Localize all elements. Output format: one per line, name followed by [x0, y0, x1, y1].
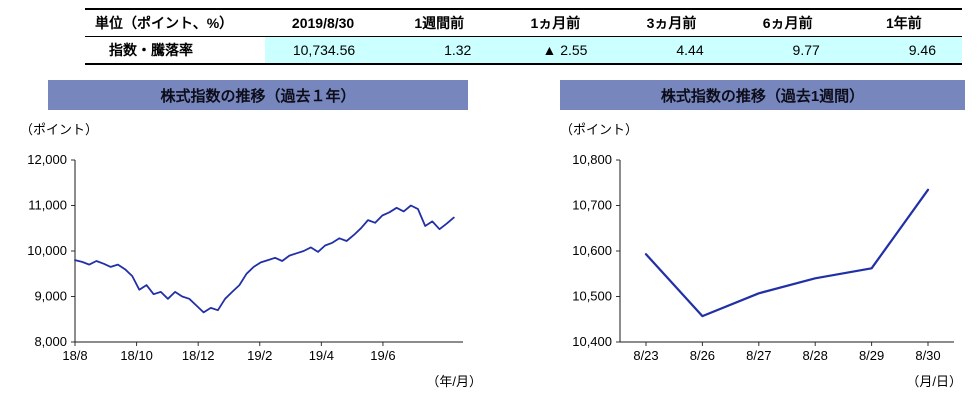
- y-tick-label: 10,600: [572, 243, 612, 258]
- table-header-6month: 6ヵ月前: [762, 15, 813, 31]
- x-tick-label: 19/2: [247, 348, 272, 363]
- x-axis-unit-label: （月/日）: [906, 374, 962, 389]
- y-tick-label: 10,800: [572, 152, 612, 167]
- table-header-1month: 1ヵ月前: [530, 15, 581, 31]
- y-tick-label: 10,400: [572, 334, 612, 349]
- line-chart-1year: （ポイント） 8,000 9,000 10,000 11,000 12,000 18/8 18…: [20, 122, 482, 389]
- chart-title-1week: 株式指数の推移（過去1週間）: [560, 80, 965, 110]
- x-tick-label: 19/4: [309, 348, 334, 363]
- table-header-3month: 3ヵ月前: [646, 15, 697, 31]
- index-series-line: [74, 204, 455, 314]
- index-series-line: [644, 188, 930, 318]
- x-tick-label: 8/29: [859, 348, 884, 363]
- x-tick-label: 8/28: [803, 348, 828, 363]
- x-tick-label: 18/12: [182, 348, 215, 363]
- index-summary-table: 単位（ポイント、%） 2019/8/30 1週間前 1ヵ月前 3ヵ月前 6ヵ月前…: [85, 8, 962, 65]
- y-axis-unit-label: （ポイント）: [560, 122, 638, 137]
- x-tick-label: 8/27: [746, 348, 771, 363]
- table-header-unit: 単位（ポイント、%）: [95, 15, 234, 31]
- axis-lines: [619, 160, 954, 343]
- value-latest: 10,734.56: [265, 36, 382, 64]
- x-tick-label: 8/23: [633, 348, 658, 363]
- y-tick-label: 11,000: [28, 198, 67, 213]
- y-axis-unit-label: （ポイント）: [20, 122, 98, 137]
- x-tick-label: 18/10: [120, 348, 153, 363]
- x-axis-unit-label: （年/月）: [426, 374, 482, 389]
- value-3month: 4.44: [613, 36, 730, 64]
- axis-lines: [74, 160, 463, 343]
- table-header-date: 2019/8/30: [291, 15, 355, 31]
- x-tick-label: 8/30: [915, 348, 940, 363]
- table-row: 指数・騰落率 10,734.56 1.32 ▲ 2.55 4.44 9.77 9…: [85, 36, 962, 64]
- row-label-index-change: 指数・騰落率: [109, 42, 193, 58]
- x-tick-label: 19/6: [370, 348, 395, 363]
- y-tick-label: 10,700: [572, 198, 612, 213]
- y-tick-label: 10,500: [572, 289, 612, 304]
- table-header-1week: 1週間前: [414, 15, 465, 31]
- value-1year: 9.46: [845, 36, 962, 64]
- chart-title-1year: 株式指数の推移（過去１年）: [48, 80, 468, 110]
- y-tick-label: 9,000: [34, 289, 67, 304]
- x-tick-label: 18/8: [62, 348, 87, 363]
- x-tick-label: 8/26: [690, 348, 715, 363]
- line-chart-1week: （ポイント） 10,400 10,500 10,600 10,700 10,800 8/23…: [560, 122, 962, 389]
- table-header-row: 単位（ポイント、%） 2019/8/30 1週間前 1ヵ月前 3ヵ月前 6ヵ月前…: [85, 9, 962, 37]
- y-tick-label: 8,000: [34, 334, 67, 349]
- value-6month: 9.77: [729, 36, 846, 64]
- y-tick-label: 12,000: [27, 152, 67, 167]
- value-1week: 1.32: [381, 36, 498, 64]
- y-tick-label: 10,000: [27, 243, 67, 258]
- table-header-1year: 1年前: [885, 15, 922, 31]
- value-1month: ▲ 2.55: [497, 36, 614, 64]
